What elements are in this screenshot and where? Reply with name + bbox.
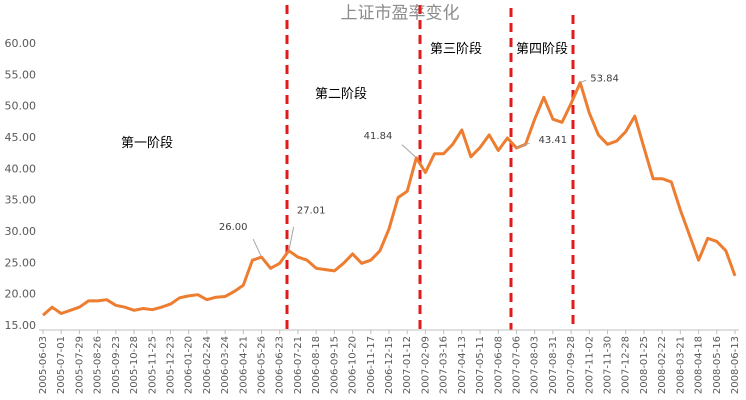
phase-label: 第三阶段 [430,42,482,57]
x-tick-label: 2005-07-01 [56,336,67,394]
x-tick-label: 2006-01-20 [184,336,195,394]
x-tick-label: 2005-09-23 [111,336,122,394]
x-tick-label: 2007-02-09 [420,336,431,394]
x-tick-label: 2008-04-18 [694,336,705,394]
y-tick-label: 15.00 [5,319,37,332]
x-tick-label: 2007-05-11 [475,336,486,394]
y-tick-label: 55.00 [5,68,37,81]
x-tick-label: 2006-10-20 [348,336,359,394]
x-tick-label: 2007-08-03 [530,336,541,394]
label-leader [580,79,587,84]
x-tick-label: 2006-07-21 [293,336,304,394]
x-tick-label: 2006-05-26 [257,336,268,394]
x-tick-label: 2007-11-02 [584,336,595,394]
x-tick-label: 2007-08-31 [548,336,559,394]
x-tick-label: 2007-04-13 [457,336,468,394]
line-series [42,81,737,317]
data-label: 27.01 [297,206,326,217]
x-tick-label: 2008-03-21 [675,336,686,394]
x-tick-label: 2008-01-25 [639,336,650,394]
x-tick-label: 2007-06-08 [493,336,504,394]
x-tick-label: 2007-01-12 [402,336,413,394]
x-tick-label: 2005-11-25 [147,336,158,394]
x-tick-label: 2006-06-23 [275,336,286,394]
x-tick-label: 2007-12-28 [621,336,632,394]
x-tick-label: 2008-05-16 [712,336,723,394]
phase-label: 第一阶段 [121,136,173,151]
y-tick-label: 50.00 [5,100,37,113]
x-tick-label: 2005-08-26 [93,336,104,394]
y-tick-label: 40.00 [5,162,37,175]
label-leader [288,226,295,251]
y-tick-label: 45.00 [5,131,37,144]
data-label: 41.84 [364,131,393,142]
x-tick-label: 2006-04-21 [238,336,249,394]
x-tick-label: 2007-11-30 [603,336,614,394]
x-tick-label: 2005-07-29 [74,336,85,394]
data-label: 26.00 [219,222,248,233]
x-tick-label: 2008-06-13 [730,336,741,394]
label-leader [401,144,417,159]
x-tick-label: 2007-09-28 [566,336,577,394]
x-tick-label: 2005-06-03 [38,336,49,394]
y-tick-label: 30.00 [5,225,37,238]
x-tick-label: 2008-02-22 [657,336,668,394]
x-tick-label: 2006-03-24 [220,336,231,394]
y-tick-label: 35.00 [5,194,37,207]
label-leader [516,142,530,149]
x-tick-label: 2006-09-15 [329,336,340,394]
phase-label: 第四阶段 [516,42,568,57]
y-tick-label: 25.00 [5,256,37,269]
y-tick-label: 20.00 [5,288,37,301]
x-tick-label: 2006-02-24 [202,336,213,394]
label-leader [252,238,262,258]
phase-label: 第二阶段 [315,87,367,102]
x-tick-label: 2005-12-23 [165,336,176,394]
x-tick-label: 2006-08-18 [311,336,322,394]
chart-title: 上证市盈率变化 [341,4,460,24]
x-tick-label: 2006-11-17 [366,336,377,394]
y-tick-label: 60.00 [5,37,37,50]
x-tick-label: 2007-03-16 [439,336,450,394]
x-tick-label: 2006-12-15 [384,336,395,394]
data-label: 53.84 [590,74,619,85]
x-tick-label: 2007-07-06 [511,336,522,394]
x-tick-label: 2005-10-28 [129,336,140,394]
data-label: 43.41 [538,135,567,146]
